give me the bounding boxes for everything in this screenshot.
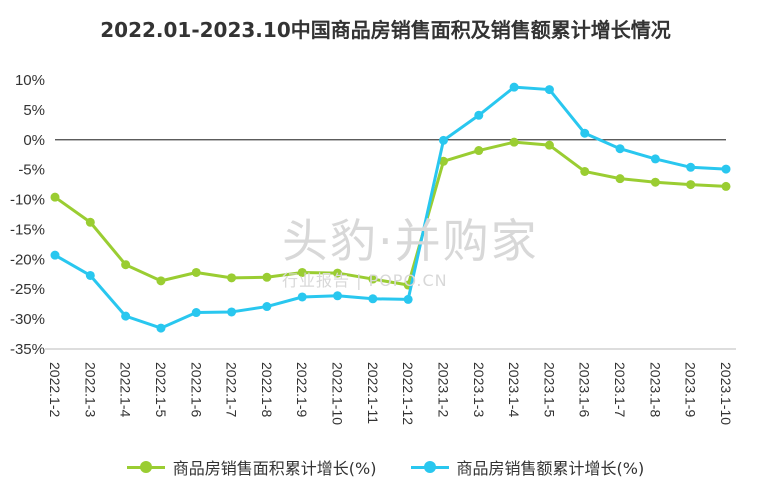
data-point-1 bbox=[686, 162, 696, 172]
data-point-1 bbox=[368, 294, 378, 304]
x-tick-label: 2023.1-8 bbox=[647, 362, 663, 417]
x-tick-label: 2022.1-10 bbox=[330, 362, 346, 425]
data-point-1 bbox=[121, 311, 131, 321]
y-tick-label: -5% bbox=[18, 162, 45, 179]
data-point-0 bbox=[227, 273, 237, 283]
data-point-1 bbox=[721, 164, 731, 174]
x-tick-label: 2022.1-6 bbox=[188, 362, 204, 417]
data-point-0 bbox=[474, 146, 484, 156]
data-point-0 bbox=[262, 272, 272, 282]
data-point-1 bbox=[156, 323, 166, 333]
x-tick-label: 2022.1-5 bbox=[153, 362, 169, 417]
data-point-1 bbox=[403, 294, 413, 304]
legend-label-area: 商品房销售面积累计增长(%) bbox=[172, 459, 377, 478]
data-point-1 bbox=[474, 110, 484, 120]
data-point-0 bbox=[686, 180, 696, 190]
x-tick-label: 2022.1-2 bbox=[47, 362, 63, 417]
x-tick-label: 2023.1-4 bbox=[506, 362, 522, 417]
data-point-0 bbox=[615, 174, 625, 184]
data-point-0 bbox=[50, 192, 60, 202]
data-point-0 bbox=[544, 140, 554, 150]
data-point-0 bbox=[580, 166, 590, 176]
data-point-0 bbox=[368, 274, 378, 284]
y-tick-label: -15% bbox=[10, 221, 45, 238]
x-tick-label: 2023.1-6 bbox=[577, 362, 593, 417]
data-point-0 bbox=[297, 267, 307, 277]
data-point-0 bbox=[721, 181, 731, 191]
data-point-1 bbox=[50, 250, 60, 260]
chart-legend: 商品房销售面积累计增长(%) 商品房销售额累计增长(%) bbox=[0, 455, 771, 479]
data-point-0 bbox=[156, 276, 166, 286]
data-point-0 bbox=[121, 260, 131, 270]
x-tick-label: 2022.1-8 bbox=[259, 362, 275, 417]
data-point-0 bbox=[650, 177, 660, 187]
data-point-1 bbox=[650, 154, 660, 164]
x-tick-label: 2022.1-3 bbox=[82, 362, 98, 417]
series-line-0 bbox=[53, 140, 728, 287]
x-tick-label: 2022.1-4 bbox=[118, 362, 134, 417]
y-tick-label: -25% bbox=[10, 281, 45, 298]
x-tick-label: 2023.1-10 bbox=[718, 362, 734, 425]
legend-swatch-area bbox=[126, 461, 165, 473]
y-tick-label: -10% bbox=[10, 192, 45, 209]
legend-label-sales: 商品房销售额累计增长(%) bbox=[456, 459, 645, 478]
x-tick-label: 2023.1-5 bbox=[541, 362, 557, 417]
x-tick-label: 2023.1-7 bbox=[612, 362, 628, 417]
data-point-1 bbox=[297, 292, 307, 302]
x-tick-label: 2022.1-11 bbox=[365, 362, 381, 424]
data-point-1 bbox=[85, 270, 95, 280]
data-point-1 bbox=[227, 307, 237, 317]
data-point-1 bbox=[544, 85, 554, 95]
y-tick-label: -30% bbox=[10, 311, 45, 328]
y-tick-label: -20% bbox=[10, 251, 45, 268]
legend-swatch-sales bbox=[410, 461, 449, 473]
data-point-1 bbox=[262, 302, 272, 312]
series-line-1 bbox=[53, 85, 728, 330]
data-point-0 bbox=[333, 268, 343, 278]
x-tick-label: 2023.1-9 bbox=[683, 362, 699, 417]
chart-title: 2022.01-2023.10中国商品房销售面积及销售额累计增长情况 bbox=[100, 18, 671, 42]
data-point-0 bbox=[191, 267, 201, 277]
legend-item-area: 商品房销售面积累计增长(%) bbox=[126, 455, 377, 479]
data-point-0 bbox=[509, 137, 519, 147]
legend-item-sales: 商品房销售额累计增长(%) bbox=[410, 455, 645, 479]
data-point-1 bbox=[580, 128, 590, 138]
data-point-1 bbox=[438, 135, 448, 145]
x-tick-label: 2022.1-9 bbox=[294, 362, 310, 417]
data-point-1 bbox=[333, 291, 343, 301]
x-tick-label: 2022.1-12 bbox=[400, 362, 416, 425]
y-tick-label: -35% bbox=[10, 341, 45, 358]
y-tick-label: 0% bbox=[23, 132, 45, 149]
x-tick-label: 2023.1-2 bbox=[435, 362, 451, 417]
x-tick-label: 2022.1-7 bbox=[224, 362, 240, 417]
data-point-1 bbox=[509, 82, 519, 92]
x-tick-label: 2023.1-3 bbox=[471, 362, 487, 417]
y-tick-label: 5% bbox=[23, 102, 45, 119]
data-point-1 bbox=[191, 308, 201, 318]
data-point-0 bbox=[438, 156, 448, 166]
y-tick-label: 10% bbox=[15, 72, 45, 89]
data-point-0 bbox=[85, 217, 95, 227]
data-point-1 bbox=[615, 144, 625, 154]
